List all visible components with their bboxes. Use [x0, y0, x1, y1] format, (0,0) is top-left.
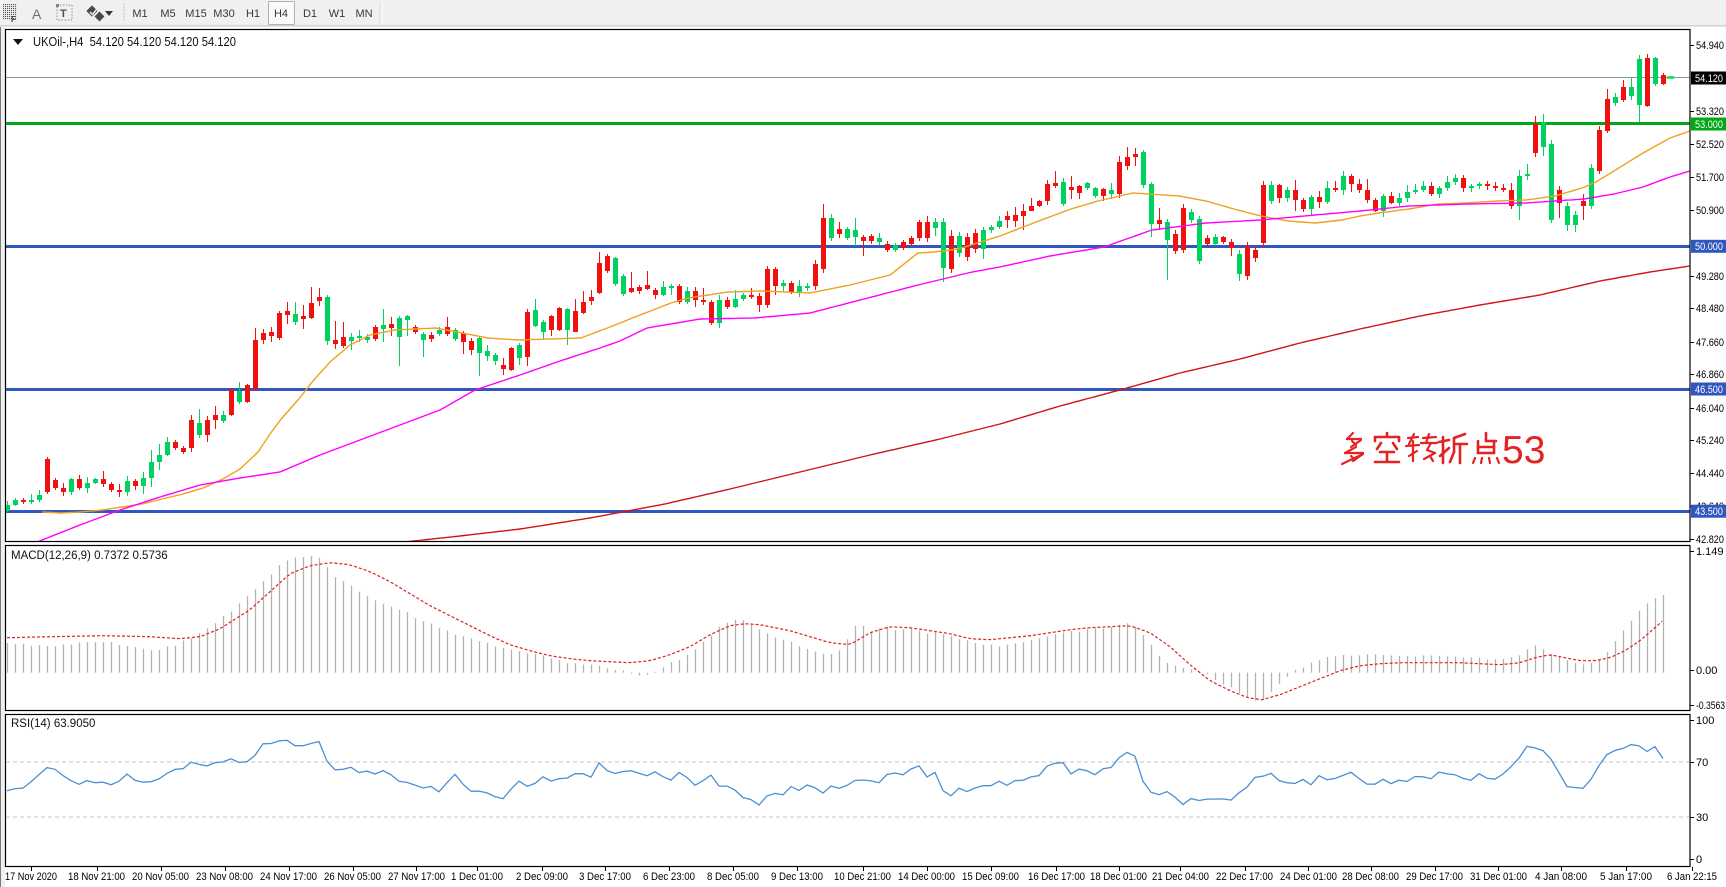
svg-text:M1: M1	[132, 8, 147, 20]
svg-text:15 Dec 09:00: 15 Dec 09:00	[962, 871, 1019, 883]
svg-text:A: A	[32, 6, 42, 22]
svg-text:18 Dec 01:00: 18 Dec 01:00	[1090, 871, 1147, 883]
svg-text:53.320: 53.320	[1696, 106, 1724, 118]
svg-text:70: 70	[1696, 757, 1708, 769]
svg-text:6 Dec 23:00: 6 Dec 23:00	[643, 871, 695, 883]
svg-text:54.120: 54.120	[1695, 73, 1723, 85]
svg-text:31 Dec 01:00: 31 Dec 01:00	[1470, 871, 1527, 883]
svg-text:9 Dec 13:00: 9 Dec 13:00	[771, 871, 823, 883]
svg-text:D1: D1	[303, 8, 317, 20]
svg-text:3 Dec 17:00: 3 Dec 17:00	[579, 871, 631, 883]
svg-text:48.480: 48.480	[1696, 303, 1724, 315]
svg-text:20 Nov 05:00: 20 Nov 05:00	[132, 871, 189, 883]
svg-text:4 Jan 08:00: 4 Jan 08:00	[1535, 871, 1587, 883]
svg-text:18 Nov 21:00: 18 Nov 21:00	[68, 871, 125, 883]
svg-text:1 Dec 01:00: 1 Dec 01:00	[451, 871, 503, 883]
svg-text:-0.3563: -0.3563	[1696, 700, 1725, 712]
svg-text:8 Dec 05:00: 8 Dec 05:00	[707, 871, 759, 883]
svg-text:45.240: 45.240	[1696, 435, 1724, 447]
svg-text:30: 30	[1696, 812, 1708, 824]
svg-text:M15: M15	[185, 8, 206, 20]
svg-text:47.660: 47.660	[1696, 337, 1724, 349]
svg-text:24 Nov 17:00: 24 Nov 17:00	[260, 871, 317, 883]
svg-text:M5: M5	[160, 8, 175, 20]
svg-text:46.040: 46.040	[1696, 403, 1724, 415]
svg-text:51.700: 51.700	[1696, 172, 1724, 184]
svg-text:43.500: 43.500	[1695, 506, 1723, 518]
svg-text:53.000: 53.000	[1695, 119, 1723, 131]
svg-text:21 Dec 04:00: 21 Dec 04:00	[1152, 871, 1209, 883]
svg-text:H1: H1	[246, 8, 260, 20]
svg-text:28 Dec 08:00: 28 Dec 08:00	[1342, 871, 1399, 883]
svg-text:W1: W1	[329, 8, 346, 20]
svg-text:17 Nov 2020: 17 Nov 2020	[5, 871, 57, 883]
svg-text:6 Jan 22:15: 6 Jan 22:15	[1667, 871, 1717, 883]
svg-text:0: 0	[1696, 854, 1702, 866]
svg-text:29 Dec 17:00: 29 Dec 17:00	[1406, 871, 1463, 883]
svg-text:14 Dec 00:00: 14 Dec 00:00	[898, 871, 955, 883]
svg-text:22 Dec 17:00: 22 Dec 17:00	[1216, 871, 1273, 883]
svg-text:MN: MN	[355, 8, 372, 20]
svg-text:50.900: 50.900	[1696, 205, 1724, 217]
svg-text:RSI(14) 63.9050: RSI(14) 63.9050	[11, 718, 95, 730]
svg-text:M30: M30	[213, 8, 234, 20]
svg-text:F: F	[11, 15, 16, 24]
svg-text:24 Dec 01:00: 24 Dec 01:00	[1280, 871, 1337, 883]
svg-text:100: 100	[1696, 715, 1714, 727]
svg-text:T: T	[60, 8, 67, 20]
svg-text:H4: H4	[274, 8, 288, 20]
svg-text:53: 53	[1502, 429, 1545, 472]
svg-text:26 Nov 05:00: 26 Nov 05:00	[324, 871, 381, 883]
svg-text:UKOil-,H4 54.120 54.120 54.12: UKOil-,H4 54.120 54.120 54.120 54.120	[33, 35, 236, 49]
svg-text:2 Dec 09:00: 2 Dec 09:00	[516, 871, 568, 883]
svg-text:16 Dec 17:00: 16 Dec 17:00	[1028, 871, 1085, 883]
svg-text:1.149: 1.149	[1696, 546, 1724, 558]
svg-text:23 Nov 08:00: 23 Nov 08:00	[196, 871, 253, 883]
svg-text:46.860: 46.860	[1696, 369, 1724, 381]
svg-text:MACD(12,26,9) 0.7372 0.5736: MACD(12,26,9) 0.7372 0.5736	[11, 550, 168, 562]
svg-text:52.520: 52.520	[1696, 139, 1724, 151]
svg-text:27 Nov 17:00: 27 Nov 17:00	[388, 871, 445, 883]
svg-text:46.500: 46.500	[1695, 384, 1723, 396]
svg-text:42.820: 42.820	[1696, 534, 1724, 546]
svg-text:50.000: 50.000	[1695, 241, 1723, 253]
svg-text:5 Jan 17:00: 5 Jan 17:00	[1600, 871, 1652, 883]
svg-text:44.440: 44.440	[1696, 468, 1724, 480]
svg-text:0.00: 0.00	[1696, 665, 1717, 677]
svg-text:49.280: 49.280	[1696, 271, 1724, 283]
svg-text:10 Dec 21:00: 10 Dec 21:00	[834, 871, 891, 883]
svg-text:54.940: 54.940	[1696, 40, 1724, 52]
